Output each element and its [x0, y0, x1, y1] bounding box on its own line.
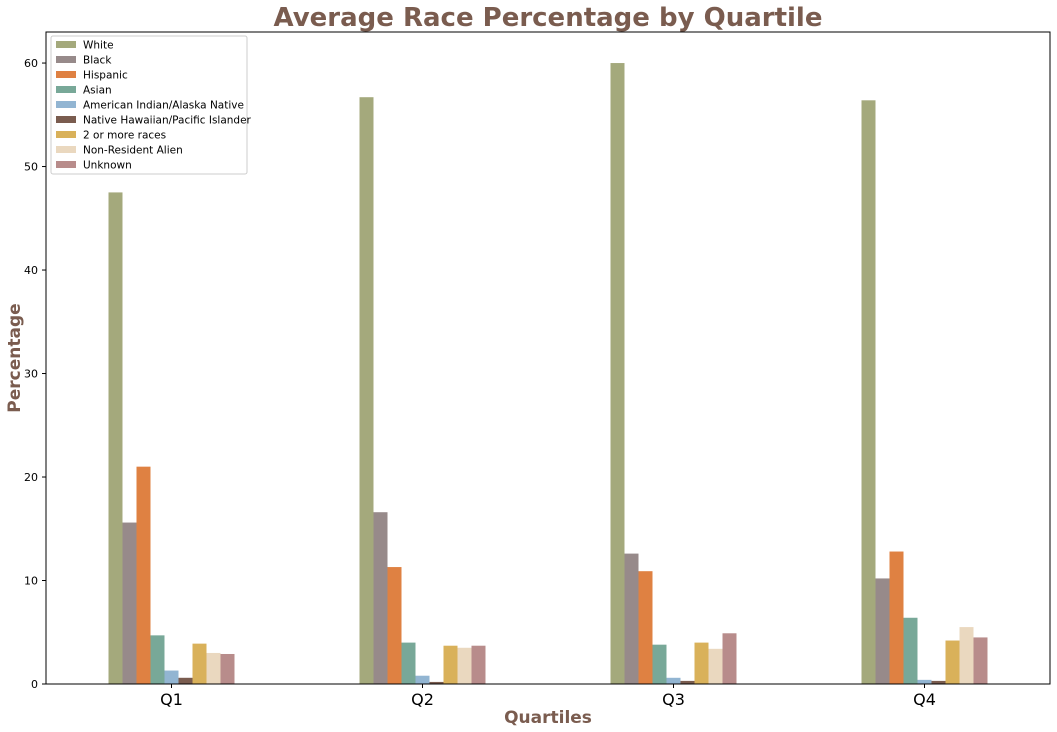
bar-q1-1 — [122, 522, 137, 684]
legend-label: Unknown — [83, 160, 132, 172]
bar-q4-2 — [889, 551, 904, 684]
legend-swatch — [56, 116, 76, 123]
bar-q4-8 — [973, 637, 988, 684]
bar-q1-4 — [164, 670, 179, 684]
y-axis-title: Percentage — [5, 303, 25, 412]
legend-swatch — [56, 71, 76, 78]
legend-label: White — [83, 40, 114, 52]
x-tick-label: Q1 — [160, 690, 183, 709]
bar-q2-4 — [415, 675, 430, 684]
bar-q1-0 — [108, 192, 123, 684]
legend-label: Hispanic — [83, 70, 128, 82]
x-tick-label: Q2 — [411, 690, 434, 709]
y-tick-label: 0 — [31, 678, 38, 691]
bar-q2-2 — [387, 567, 402, 684]
y-tick-label: 50 — [24, 161, 38, 174]
x-tick-label: Q4 — [913, 690, 936, 709]
bar-q1-7 — [206, 652, 221, 684]
bar-q3-3 — [652, 644, 667, 684]
legend-label: Black — [83, 55, 112, 67]
y-tick-label: 10 — [24, 575, 38, 588]
chart-title: Average Race Percentage by Quartile — [274, 3, 823, 33]
bar-q2-3 — [401, 642, 416, 684]
legend-swatch — [56, 41, 76, 48]
legend-label: Non-Resident Alien — [83, 145, 183, 157]
bar-q2-8 — [471, 645, 486, 684]
bar-q3-6 — [694, 642, 709, 684]
bar-q2-5 — [429, 681, 444, 684]
x-axis-title: Quartiles — [504, 708, 592, 728]
y-tick-label: 20 — [24, 471, 38, 484]
y-tick-label: 40 — [24, 264, 38, 277]
legend-swatch — [56, 86, 76, 93]
bar-q1-3 — [150, 635, 165, 684]
legend-label: 2 or more races — [83, 130, 166, 142]
bar-q3-1 — [624, 553, 639, 684]
bar-q1-8 — [220, 653, 235, 684]
bar-q4-3 — [903, 617, 918, 684]
bar-q1-6 — [192, 643, 207, 684]
legend-label: Asian — [83, 85, 112, 97]
bar-q2-7 — [457, 647, 472, 684]
bar-q2-0 — [359, 97, 374, 684]
legend-swatch — [56, 131, 76, 138]
bar-q3-7 — [708, 648, 723, 684]
bar-q3-0 — [610, 63, 625, 685]
bar-q3-8 — [722, 633, 737, 684]
legend-label: Native Hawaiian/Pacific Islander — [83, 115, 252, 127]
legend: White Black Hispanic Asian American Indian/A… — [50, 35, 252, 175]
legend-label: American Indian/Alaska Native — [83, 100, 244, 112]
bar-q2-6 — [443, 645, 458, 684]
bar-q4-0 — [861, 100, 876, 685]
bar-q1-5 — [178, 677, 193, 684]
bar-q4-7 — [959, 627, 974, 684]
legend-swatch — [56, 56, 76, 63]
bar-q3-4 — [666, 677, 681, 684]
bar-q1-2 — [136, 466, 151, 684]
x-tick-label: Q3 — [662, 690, 685, 709]
legend-frame — [50, 35, 248, 175]
legend-swatch — [56, 101, 76, 108]
bar-q4-1 — [875, 578, 890, 684]
y-tick-label: 30 — [24, 368, 38, 381]
y-tick-label: 60 — [24, 57, 38, 70]
bar-q3-2 — [638, 571, 653, 684]
bar-q4-4 — [917, 679, 932, 684]
plot-frame — [45, 31, 1051, 685]
bar-q4-5 — [931, 680, 946, 684]
legend-swatch — [56, 146, 76, 153]
y-axis: 0 10 20 30 40 50 60 — [24, 57, 46, 691]
bar-q2-1 — [373, 512, 388, 684]
legend-swatch — [56, 161, 76, 168]
bar-q4-6 — [945, 640, 960, 684]
x-axis: Q1 Q2 Q3 Q4 — [160, 684, 936, 709]
bars — [108, 63, 988, 685]
bar-q3-5 — [680, 680, 695, 684]
